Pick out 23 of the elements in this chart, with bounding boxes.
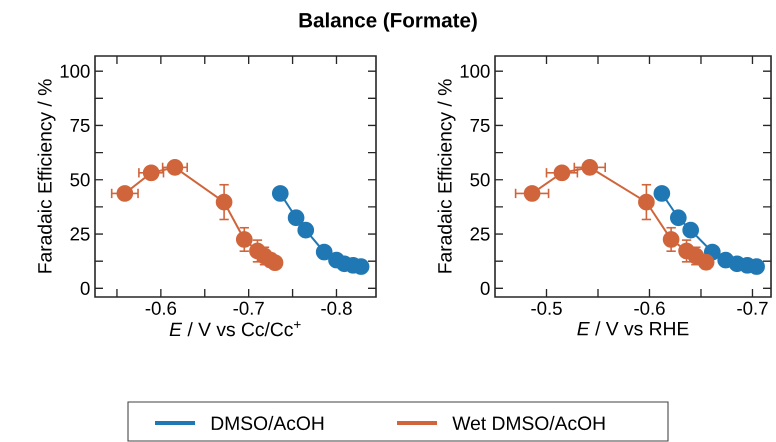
chart-title: Balance (Formate)	[300, 12, 477, 32]
x-tick-label: -0.8	[321, 302, 352, 315]
y-tick-label: 50	[470, 173, 490, 186]
y-tick-label: 75	[470, 118, 490, 132]
y-tick-label: 0	[80, 282, 90, 295]
legend-label: DMSO/AcOH	[212, 416, 324, 430]
x-tick-label: -0.6	[146, 302, 176, 315]
y-tick-label: 50	[70, 173, 90, 186]
x-axis-title: E / V vs RHE	[577, 321, 688, 336]
y-axis-title: Faradaic Efficiency / %	[438, 79, 456, 273]
y-axis-title: Faradaic Efficiency / %	[38, 79, 56, 273]
x-tick-label: -0.7	[233, 302, 264, 315]
y-tick-label: 100	[60, 64, 90, 78]
y-tick-label: 0	[480, 282, 490, 295]
y-tick-label: 75	[70, 118, 90, 132]
x-axis-title: E / V vs Cc/Cc$^{+}$	[170, 321, 301, 336]
y-tick-label: 100	[460, 64, 490, 78]
y-tick-label: 25	[470, 227, 490, 241]
legend-label: Wet DMSO/AcOH	[452, 416, 604, 430]
x-tick-label: -0.7	[737, 302, 768, 315]
x-tick-label: -0.5	[531, 302, 562, 315]
x-tick-label: -0.6	[634, 302, 665, 315]
y-tick-label: 25	[70, 227, 90, 241]
